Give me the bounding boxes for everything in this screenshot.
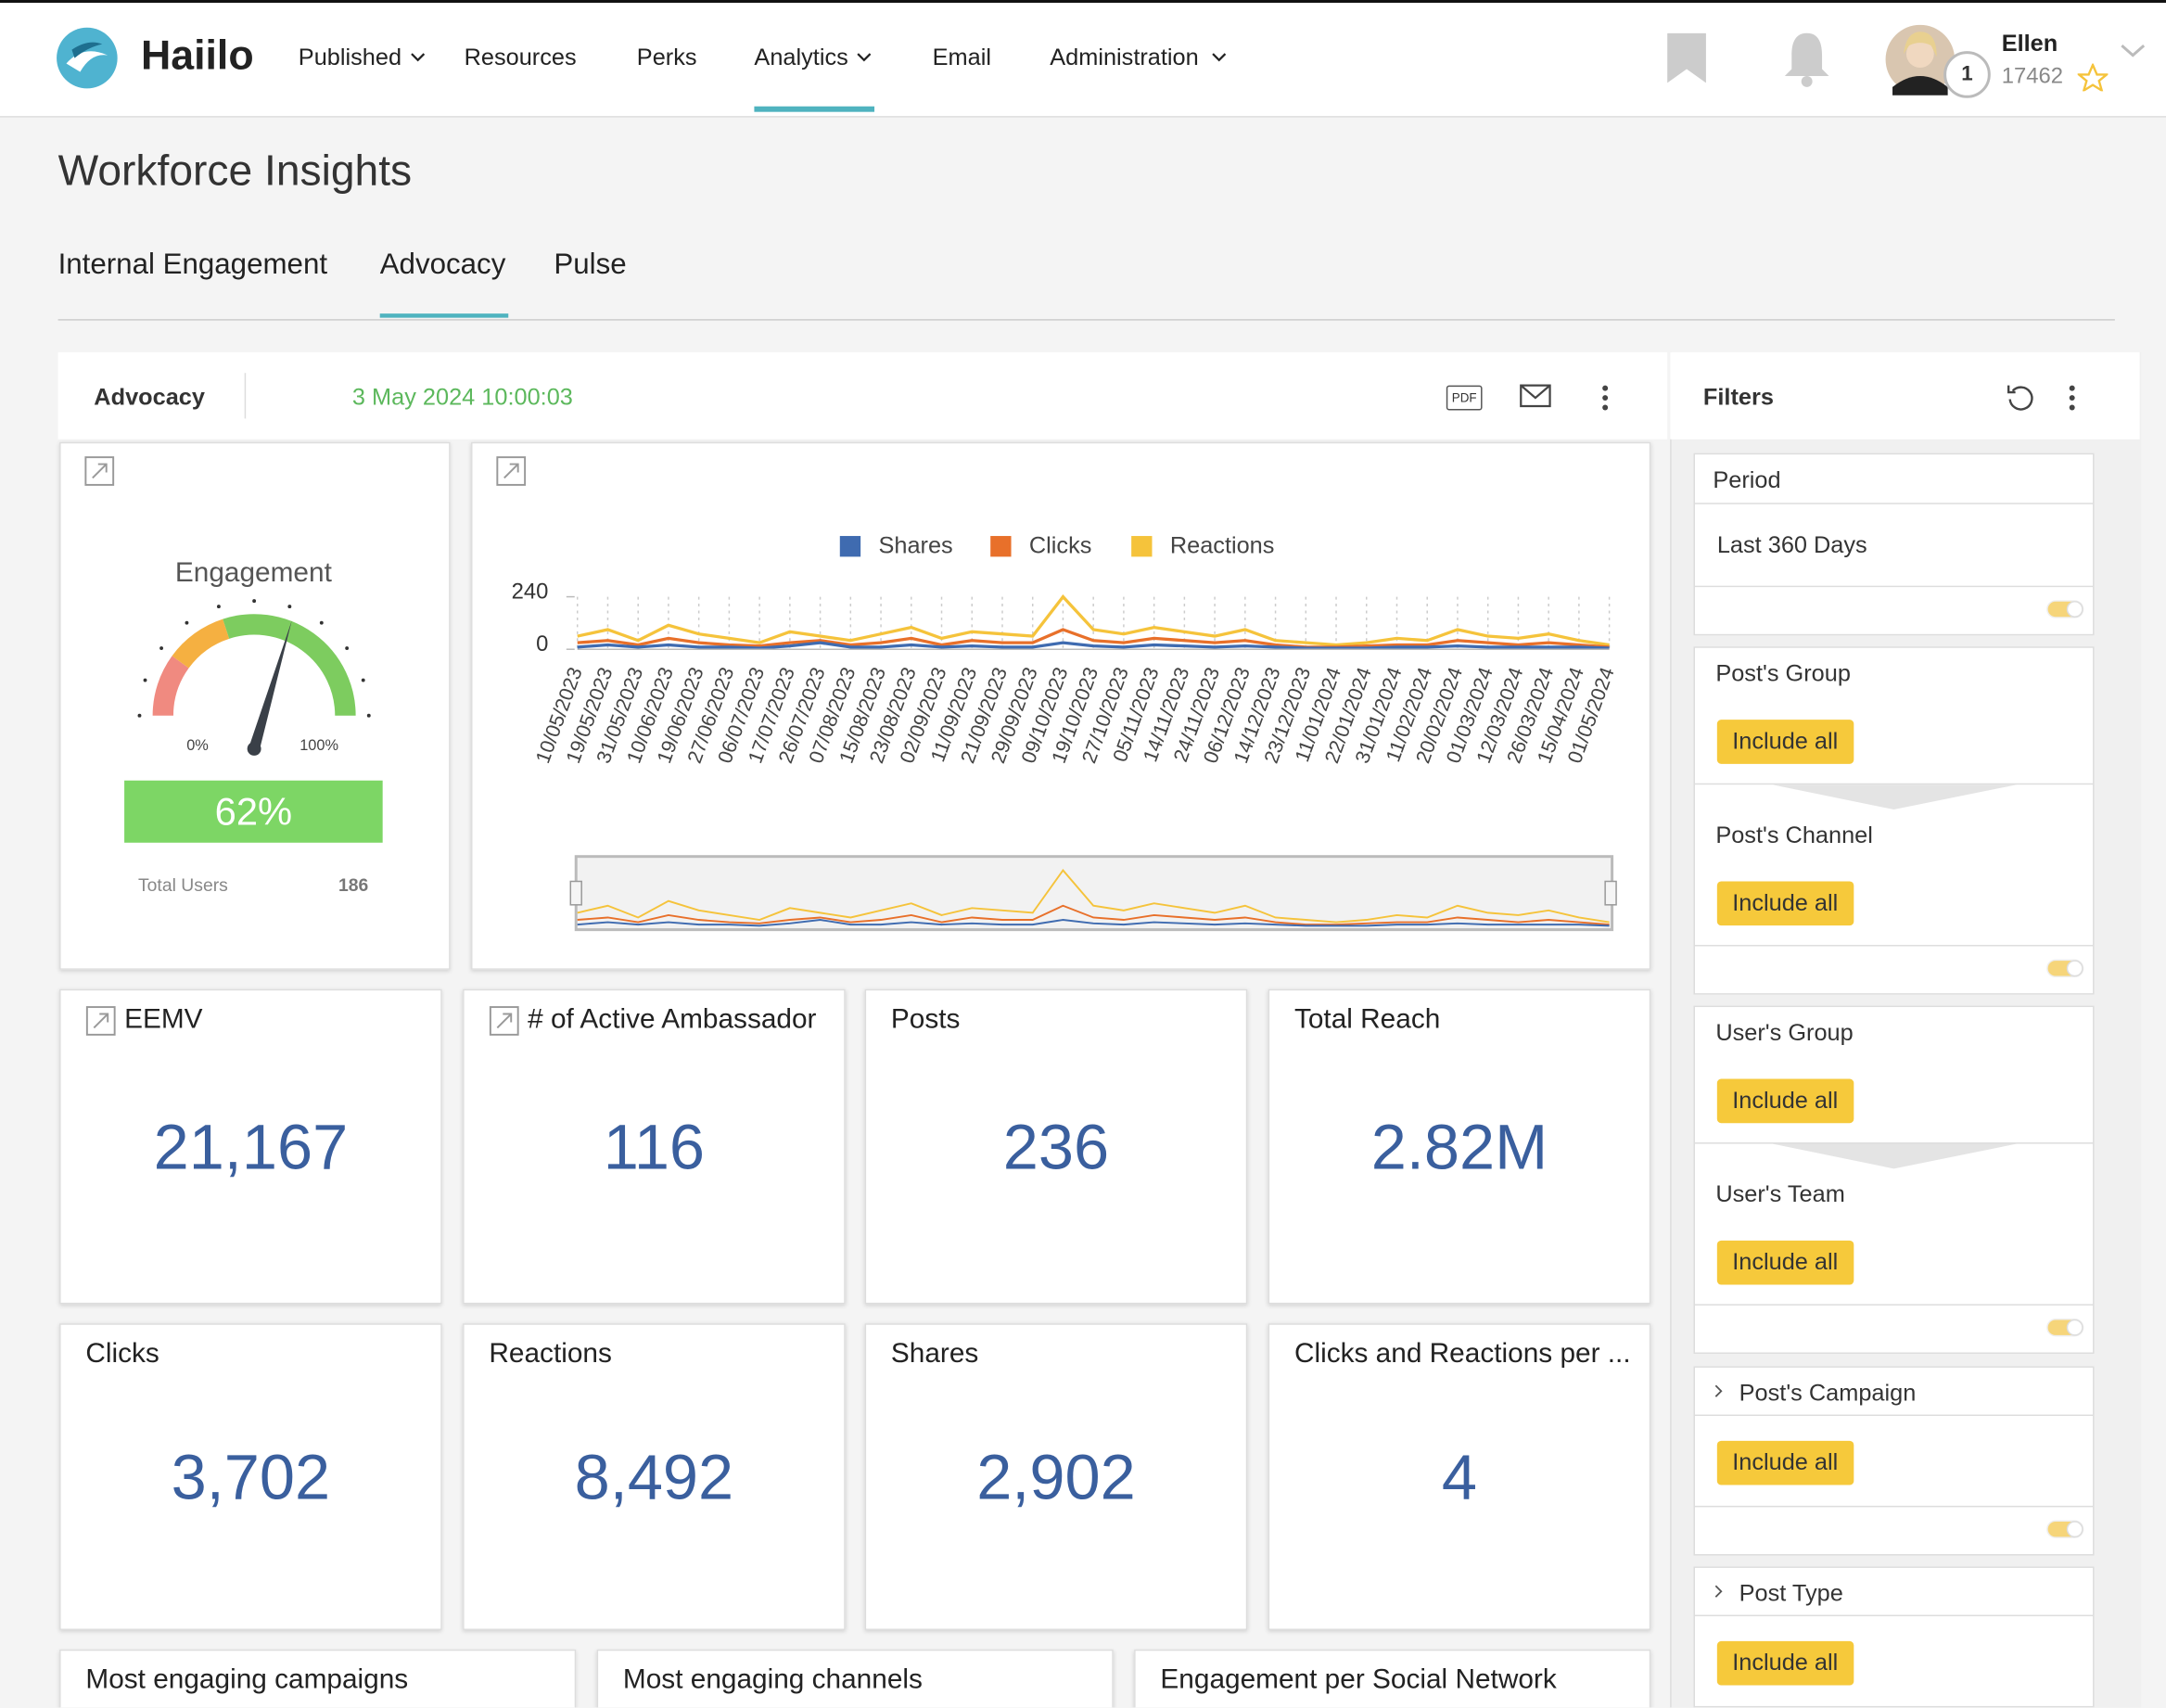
kpi-card xyxy=(463,988,846,1305)
filter-divider xyxy=(1694,1304,2094,1306)
nav-item[interactable]: Administration xyxy=(1050,44,1199,70)
filter-divider xyxy=(1694,1414,2094,1417)
kpi-title: # of Active Ambassador xyxy=(528,1004,817,1035)
kpi-card xyxy=(59,1323,442,1630)
widget-card xyxy=(596,1649,1114,1708)
kpi-title: EEMV xyxy=(124,1004,203,1035)
filter-card xyxy=(1693,646,2095,995)
pdf-button[interactable]: PDF xyxy=(1446,385,1483,411)
page-title: Workforce Insights xyxy=(57,146,413,196)
widget-card xyxy=(1134,1649,1651,1708)
user-name[interactable]: Ellen xyxy=(2001,30,2058,57)
bell-icon[interactable] xyxy=(1782,31,1832,89)
include-all-button[interactable]: Include all xyxy=(1716,1640,1854,1686)
filter-card xyxy=(1693,452,2095,636)
user-badge: 1 xyxy=(1943,51,1991,98)
brand[interactable]: Haiilo xyxy=(140,32,254,79)
filter-divider xyxy=(1694,945,2094,947)
total-users-value: 186 xyxy=(338,874,369,896)
filter-divider xyxy=(1694,1705,2094,1708)
kpi-title: Posts xyxy=(890,1004,961,1035)
filter-divider xyxy=(1694,1142,2094,1144)
filters-header xyxy=(1670,351,2140,440)
filter-label: User's Team xyxy=(1715,1180,1845,1208)
filter-label: Period xyxy=(1713,466,1781,493)
kpi-card xyxy=(864,988,1248,1305)
avatar[interactable] xyxy=(1884,23,1964,97)
more-menu[interactable] xyxy=(1596,384,1615,412)
chart-card xyxy=(471,441,1651,970)
gauge-value: 62% xyxy=(124,780,383,843)
filter-label[interactable]: Post Type xyxy=(1739,1580,1843,1607)
widget-title: Engagement per Social Network xyxy=(1160,1664,1557,1695)
dashboard-name: Advocacy xyxy=(94,384,205,411)
total-users-label: Total Users xyxy=(137,874,228,896)
kpi-value: 2,902 xyxy=(976,1440,1136,1513)
filter-label[interactable]: Post's Campaign xyxy=(1739,1380,1917,1407)
email-button[interactable] xyxy=(1520,384,1553,409)
include-all-button[interactable]: Include all xyxy=(1716,720,1854,764)
header-divider xyxy=(244,373,247,419)
active-nav-underline xyxy=(754,106,875,112)
nav-item[interactable]: Resources xyxy=(464,44,577,70)
user-points: 17462 xyxy=(2001,65,2064,89)
filter-divider xyxy=(1694,1614,2094,1617)
filters-menu[interactable] xyxy=(2062,384,2082,412)
tab[interactable]: Advocacy xyxy=(379,249,506,281)
nav-item[interactable]: Email xyxy=(932,44,991,70)
kpi-card xyxy=(59,988,442,1305)
kpi-value: 2.82M xyxy=(1370,1110,1548,1183)
logo xyxy=(57,27,118,89)
dashboard-header xyxy=(57,351,1668,440)
filter-divider xyxy=(1694,1505,2094,1508)
widget-card xyxy=(59,1649,577,1708)
timestamp: 3 May 2024 10:00:03 xyxy=(351,384,573,411)
filter-label: Post's Group xyxy=(1715,660,1851,687)
nav-item[interactable]: Analytics xyxy=(754,44,848,70)
tab[interactable]: Pulse xyxy=(554,249,627,281)
tabs-divider xyxy=(57,319,2115,321)
active-tab-underline xyxy=(379,313,509,318)
kpi-card xyxy=(463,1323,846,1630)
kpi-card xyxy=(1268,1323,1651,1630)
gauge-card xyxy=(59,441,451,970)
kpi-card xyxy=(1268,988,1651,1305)
include-all-button[interactable]: Include all xyxy=(1716,1078,1854,1124)
nav-item[interactable]: Perks xyxy=(636,44,697,70)
filter-card xyxy=(1693,1005,2095,1355)
nav-item[interactable]: Published xyxy=(298,44,402,70)
star-icon xyxy=(2077,63,2109,92)
filter-label: Post's Channel xyxy=(1715,822,1873,848)
kpi-value: 21,167 xyxy=(153,1110,349,1183)
widget-title: Most engaging channels xyxy=(622,1664,923,1695)
widget-title: Most engaging campaigns xyxy=(85,1664,409,1695)
kpi-value: 4 xyxy=(1441,1440,1478,1513)
include-all-button[interactable]: Include all xyxy=(1716,1440,1854,1485)
kpi-value: 236 xyxy=(1002,1110,1110,1183)
kpi-title: Clicks and Reactions per ... xyxy=(1293,1338,1631,1370)
bookmark-icon[interactable] xyxy=(1664,32,1709,86)
kpi-title: Clicks xyxy=(85,1338,159,1370)
gauge-title: Engagement xyxy=(174,557,332,589)
include-all-button[interactable]: Include all xyxy=(1716,1240,1854,1285)
user-menu-chevron[interactable] xyxy=(2119,42,2147,61)
reset-filters[interactable] xyxy=(2006,383,2036,414)
filter-divider xyxy=(1694,585,2094,588)
kpi-value: 8,492 xyxy=(574,1440,734,1513)
kpi-title: Shares xyxy=(890,1338,979,1370)
filter-value[interactable]: Last 360 Days xyxy=(1716,531,1867,558)
filters-title: Filters xyxy=(1702,384,1774,411)
include-all-button[interactable]: Include all xyxy=(1716,881,1854,926)
kpi-value: 3,702 xyxy=(171,1440,331,1513)
kpi-title: Total Reach xyxy=(1293,1004,1441,1035)
kpi-title: Reactions xyxy=(489,1338,612,1370)
kpi-card xyxy=(864,1323,1248,1630)
tab[interactable]: Internal Engagement xyxy=(57,249,328,281)
kpi-value: 116 xyxy=(603,1110,706,1183)
filter-label: User's Group xyxy=(1715,1019,1854,1046)
